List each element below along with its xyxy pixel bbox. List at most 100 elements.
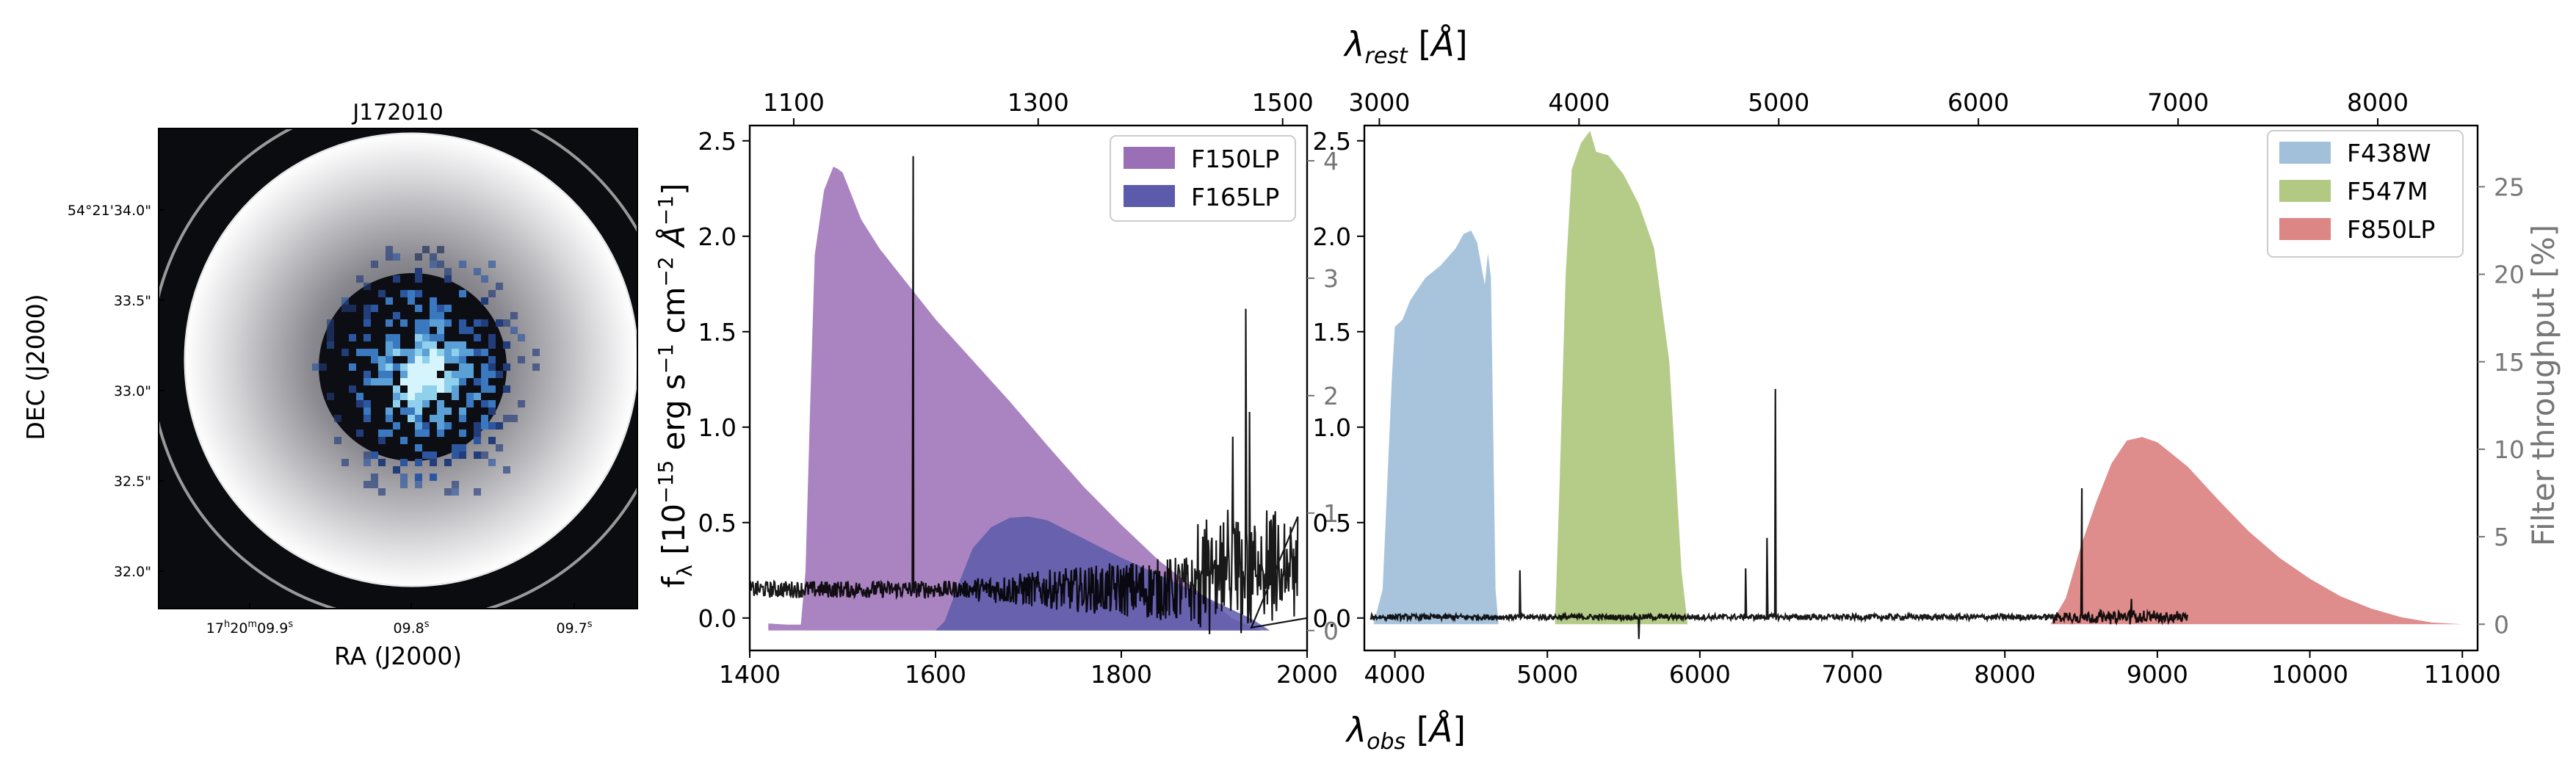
emission-pixel [356,429,363,437]
emission-pixel [371,356,378,363]
spectrum-line [750,156,1307,634]
emission-pixel [430,334,437,341]
right-y-tick-label: 0 [1323,617,1339,645]
emission-pixel [400,437,408,444]
emission-pixel [319,363,327,371]
emission-pixel [415,481,422,488]
emission-pixel [459,452,466,459]
emission-pixel [510,312,518,319]
optical-legend: F438W F547M F850LP [2267,130,2464,258]
emission-pixel [444,459,452,466]
fuv-legend: F150LP F165LP [1110,135,1296,222]
emission-pixel [503,385,510,393]
right-y-tick-label: 0 [2494,610,2509,639]
emission-pixel [444,319,452,327]
emission-pixel [496,371,503,378]
emission-pixel [327,327,334,334]
emission-pixel [503,466,510,474]
galaxy-emission-pixels [312,246,540,496]
emission-pixel [444,275,452,283]
emission-pixel [378,371,386,378]
fuv-spectrum [750,156,1307,634]
emission-pixel [400,371,408,378]
emission-pixel [488,400,496,407]
legend-label-f150lp: F150LP [1191,145,1279,173]
emission-pixel [437,422,444,429]
emission-pixel [422,327,430,334]
emission-pixel [488,334,496,341]
emission-pixel [422,429,430,437]
emission-pixel [415,356,422,363]
emission-pixel [422,363,430,371]
top-x-axis-label: λrest [Å] [1342,24,1467,69]
emission-pixel [437,378,444,385]
y-tick-label: 1.0 [698,413,737,442]
y-tick-label: 1.5 [698,318,737,347]
emission-pixel [466,327,474,334]
emission-pixel [378,429,386,437]
emission-pixel [496,319,503,327]
image-x-axis-label: RA (J2000) [334,642,462,670]
emission-pixel [437,319,444,327]
emission-pixel [474,268,481,275]
emission-pixel [356,400,363,407]
emission-pixel [378,488,386,496]
image-x-tick-label: 17h20m09.9s [206,619,294,637]
emission-pixel [474,422,481,429]
emission-pixel [386,407,393,415]
emission-pixel [481,297,488,305]
emission-pixel [393,334,400,341]
top-x-tick-label: 1500 [1252,88,1314,117]
emission-pixel [393,275,400,283]
y-tick-label: 0.0 [1313,604,1351,633]
emission-pixel [474,349,481,356]
emission-pixel [415,444,422,452]
emission-pixel [481,400,488,407]
emission-pixel [437,261,444,268]
emission-pixel [415,415,422,422]
emission-pixel [488,371,496,378]
emission-pixel [488,459,496,466]
emission-pixel [430,349,437,356]
emission-pixel [393,312,400,319]
emission-pixel [371,481,378,488]
right-y-tick-label: 25 [2494,173,2525,201]
emission-pixel [452,393,459,400]
emission-pixel [532,363,540,371]
emission-pixel [408,363,415,371]
emission-pixel [510,327,518,334]
emission-pixel [452,444,459,452]
emission-pixel [430,305,437,312]
fuv-panel: 1400 1600 1800 2000 1100 1300 1500 0.0 0.5 1.0 1.5… [654,88,1339,689]
emission-pixel [408,407,415,415]
emission-pixel [459,407,466,415]
emission-pixel [444,305,452,312]
emission-pixel [408,356,415,363]
emission-pixel [503,319,510,327]
emission-pixel [481,378,488,385]
top-x-tick-label: 7000 [2147,88,2209,117]
x-tick-label: 8000 [1974,660,2036,689]
filter-curve-f438w [1373,231,1499,625]
emission-pixel [430,253,437,261]
emission-pixel [437,415,444,422]
emission-pixel [408,393,415,400]
y-tick-label: 1.5 [1313,318,1351,347]
image-x-tick-label: 09.8s [393,619,429,637]
emission-pixel [327,341,334,349]
y-tick-label: 2.0 [1313,222,1351,251]
emission-pixel [459,261,466,268]
emission-pixel [437,349,444,356]
emission-pixel [481,371,488,378]
image-y-tick-label: 33.5" [114,293,151,309]
emission-pixel [386,319,393,327]
emission-pixel [481,349,488,356]
emission-pixel [488,422,496,429]
emission-pixel [518,356,525,363]
image-y-tick-label: 33.0" [114,383,151,399]
image-ticks: 17h20m09.9s 09.8s 09.7s 54°21'34.0" 33.5" 33.… [68,203,593,637]
x-tick-label: 1400 [719,660,781,689]
y-tick-label: 2.0 [698,222,737,251]
